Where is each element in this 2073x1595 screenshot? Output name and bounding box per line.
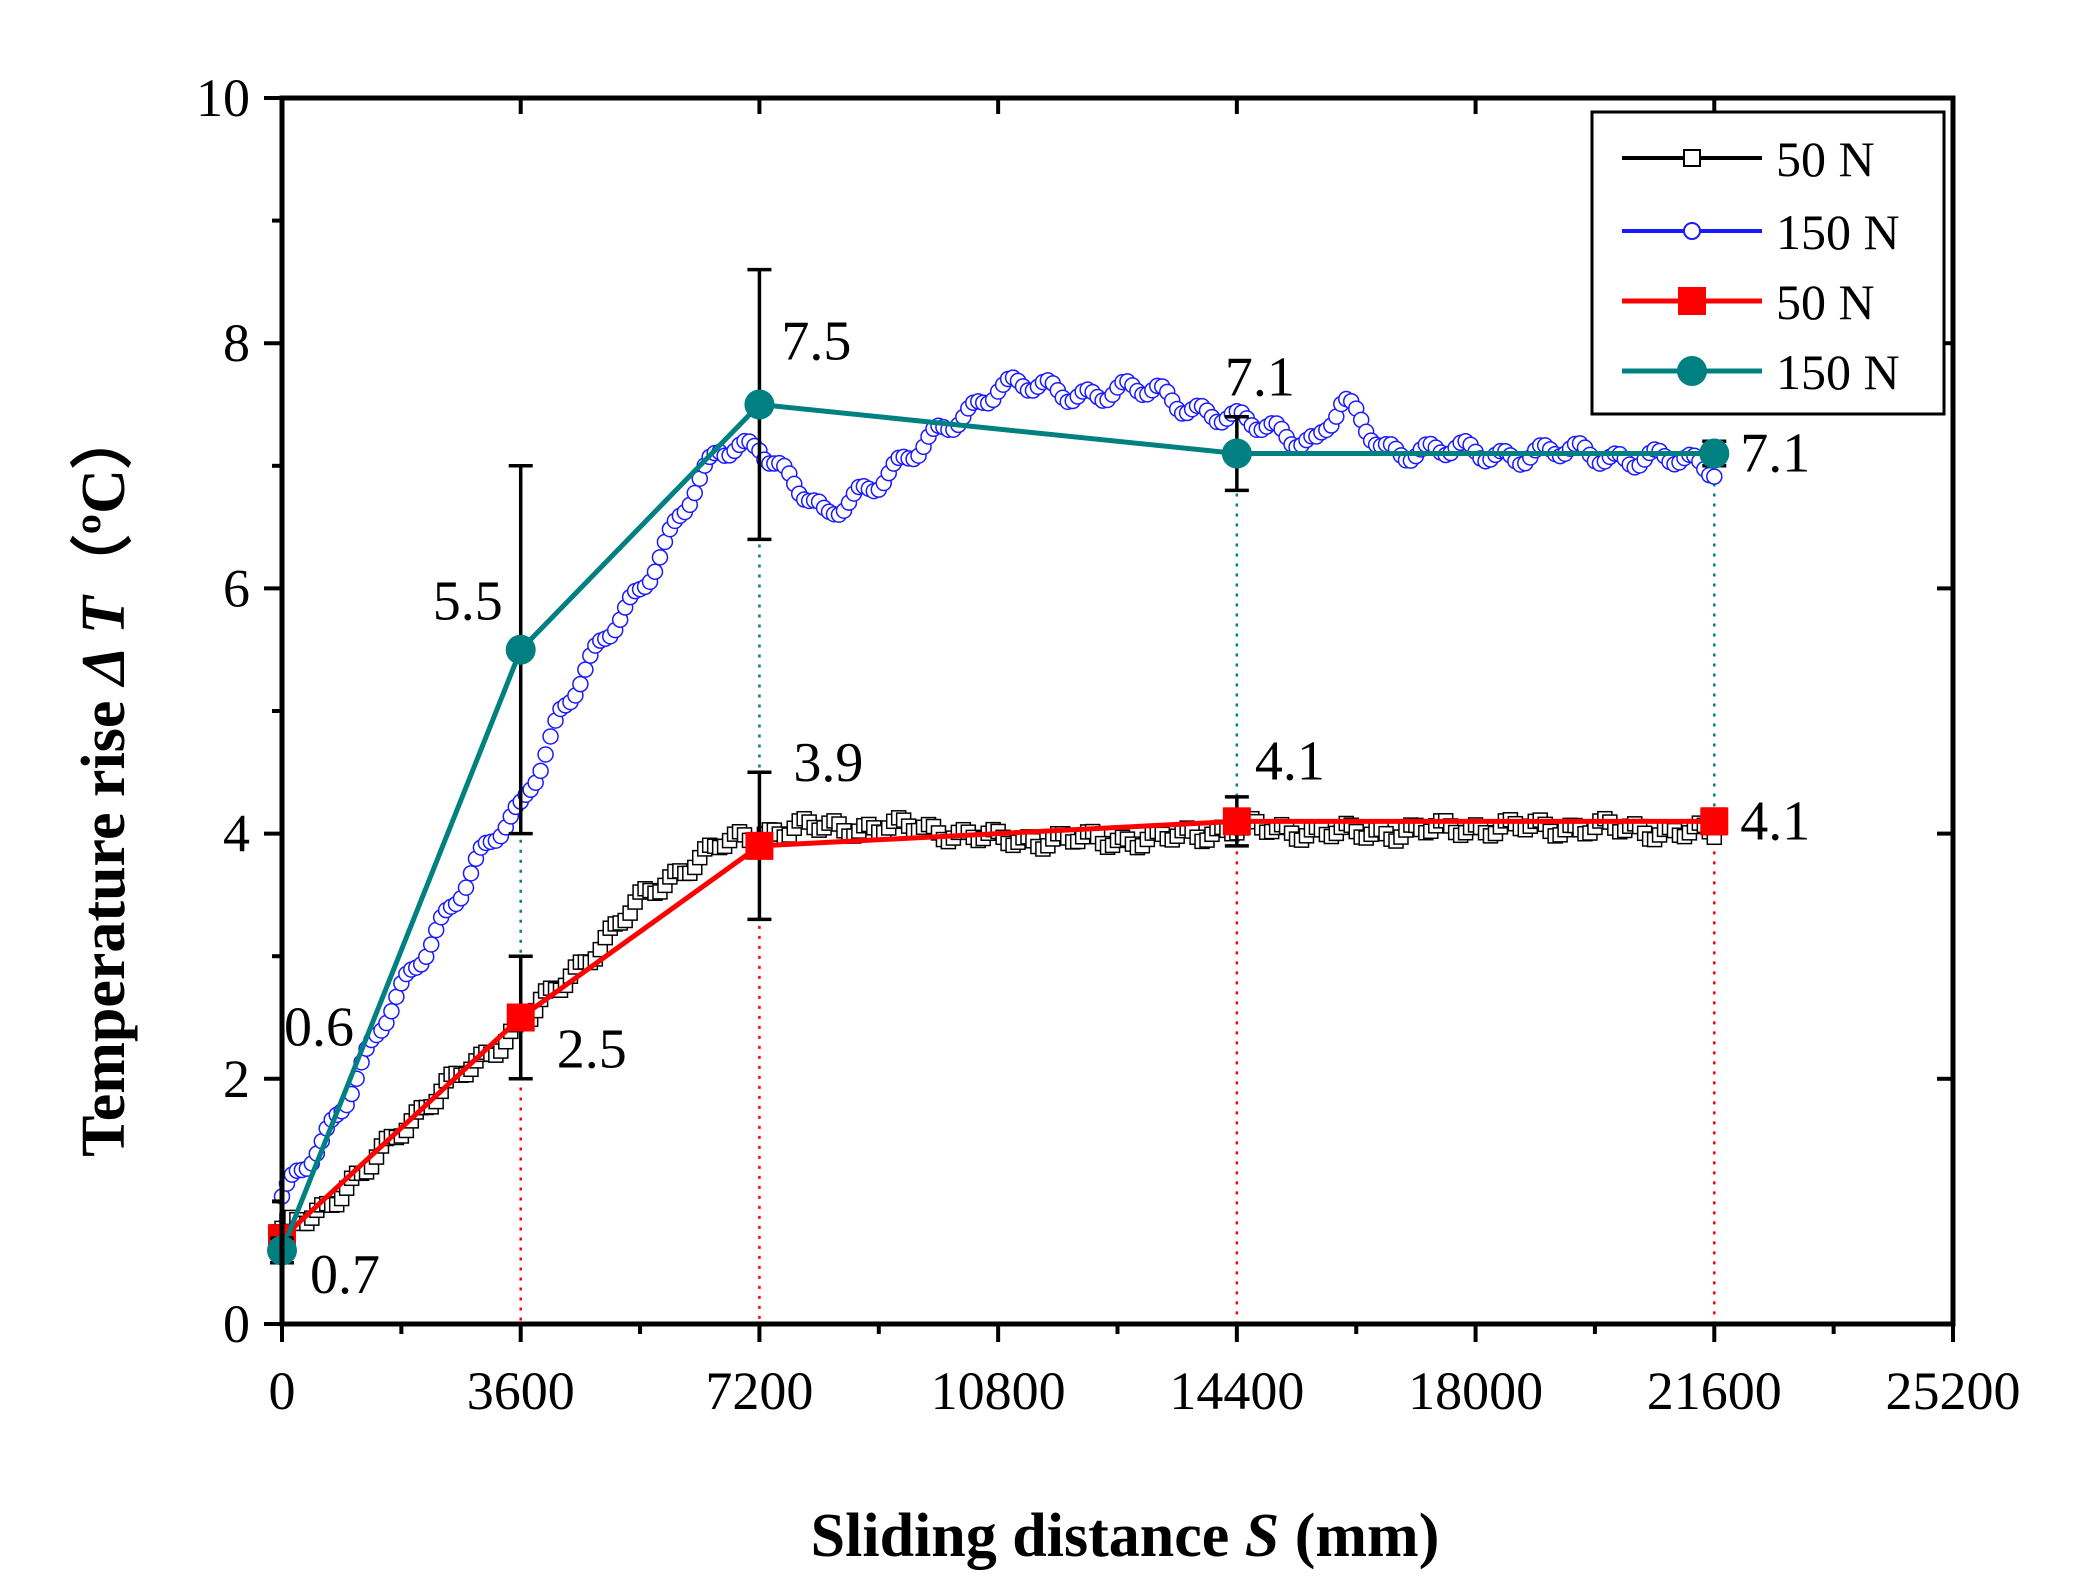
legend-box xyxy=(1590,110,1946,416)
point-150N xyxy=(457,879,475,896)
legend: 50 N 150 N 50 N 150 N xyxy=(1590,110,1946,416)
y-axis-title-unit: （ºC） xyxy=(68,407,138,596)
y-tick-label: 4 xyxy=(223,804,250,864)
data-label-50N: 4.1 xyxy=(1740,790,1810,852)
legend-item-1: 50 N xyxy=(1622,131,1875,187)
data-labels: 0.7 2.5 3.9 4.1 4.1 0.6 5.5 7.5 7.1 7.1 xyxy=(284,311,1810,1307)
x-tick-label: 14400 xyxy=(1169,1361,1304,1421)
x-tick-label: 0 xyxy=(269,1361,296,1421)
axis-ticks: 0 3600 7200 10800 14400 18000 21600 25200 0 2 4 6 8 1… xyxy=(196,68,2021,1421)
y-axis-title-var: Δ T xyxy=(70,594,138,688)
legend-marker-2 xyxy=(1683,222,1701,240)
x-axis-title-text: Sliding distance xyxy=(811,1502,1245,1570)
point-150N xyxy=(572,675,589,693)
marker-150N xyxy=(744,389,775,420)
y-tick-label: 8 xyxy=(223,313,250,373)
point-150N xyxy=(462,865,480,882)
legend-label-3: 50 N xyxy=(1776,274,1875,330)
data-label-50N: 0.7 xyxy=(310,1244,380,1306)
series-150N-dense xyxy=(273,369,1723,1205)
marker-150N xyxy=(1221,438,1252,469)
legend-marker-3 xyxy=(1678,287,1706,315)
x-tick-label: 3600 xyxy=(467,1361,575,1421)
legend-label-1: 50 N xyxy=(1776,131,1875,187)
point-150N xyxy=(537,746,554,763)
marker-150N xyxy=(1699,438,1730,469)
legend-item-4: 150 N xyxy=(1622,344,1900,400)
x-axis-title: Sliding distance S (mm) xyxy=(811,1502,1440,1570)
legend-marker-1 xyxy=(1683,149,1701,167)
y-axis-title: Temperature rise Δ T（ºC） xyxy=(68,407,138,1157)
data-label-50N: 4.1 xyxy=(1255,730,1325,792)
marker-150N xyxy=(505,634,536,665)
x-tick-label: 25200 xyxy=(1886,1361,2021,1421)
marker-50N xyxy=(1222,807,1251,836)
point-150N xyxy=(651,549,669,566)
data-label-150N: 0.6 xyxy=(284,996,354,1058)
marker-50N xyxy=(745,831,774,860)
series-layer xyxy=(267,267,1730,1266)
y-tick-label: 0 xyxy=(223,1294,250,1354)
x-tick-label: 10800 xyxy=(931,1361,1066,1421)
point-150N xyxy=(577,661,594,678)
data-label-150N: 7.1 xyxy=(1225,347,1295,409)
marker-50N xyxy=(506,1003,535,1032)
x-tick-label: 7200 xyxy=(705,1361,813,1421)
y-tick-label: 6 xyxy=(223,558,250,618)
data-label-150N: 7.5 xyxy=(781,311,851,373)
point-150N xyxy=(532,762,549,780)
y-tick-label: 2 xyxy=(223,1049,250,1109)
point-150N xyxy=(646,563,664,580)
legend-item-2: 150 N xyxy=(1622,204,1900,260)
data-label-150N: 7.1 xyxy=(1740,423,1810,485)
data-label-150N: 5.5 xyxy=(433,571,503,633)
legend-item-3: 50 N xyxy=(1622,274,1875,330)
y-tick-label: 10 xyxy=(196,68,250,128)
x-axis-title-var: S xyxy=(1245,1502,1279,1570)
x-tick-label: 21600 xyxy=(1647,1361,1782,1421)
legend-label-4: 150 N xyxy=(1776,344,1900,400)
point-150N xyxy=(542,728,559,745)
y-axis-title-text: Temperature rise xyxy=(70,685,138,1157)
data-label-50N: 2.5 xyxy=(557,1019,627,1081)
series-50N-measured xyxy=(268,770,1729,1253)
legend-label-2: 150 N xyxy=(1776,204,1900,260)
data-label-50N: 3.9 xyxy=(793,732,863,794)
point-150N xyxy=(1706,468,1723,485)
point-150N xyxy=(422,936,440,953)
point-150N xyxy=(383,1003,400,1020)
series-50N-dense xyxy=(274,810,1723,1237)
marker-50N xyxy=(1700,807,1729,836)
legend-marker-4 xyxy=(1677,356,1707,386)
series-50N-measured-line xyxy=(280,818,1715,1241)
x-axis-title-unit: (mm) xyxy=(1279,1502,1439,1570)
point-150N xyxy=(686,484,704,502)
x-tick-label: 18000 xyxy=(1408,1361,1543,1421)
series-150N-measured xyxy=(267,267,1730,1266)
